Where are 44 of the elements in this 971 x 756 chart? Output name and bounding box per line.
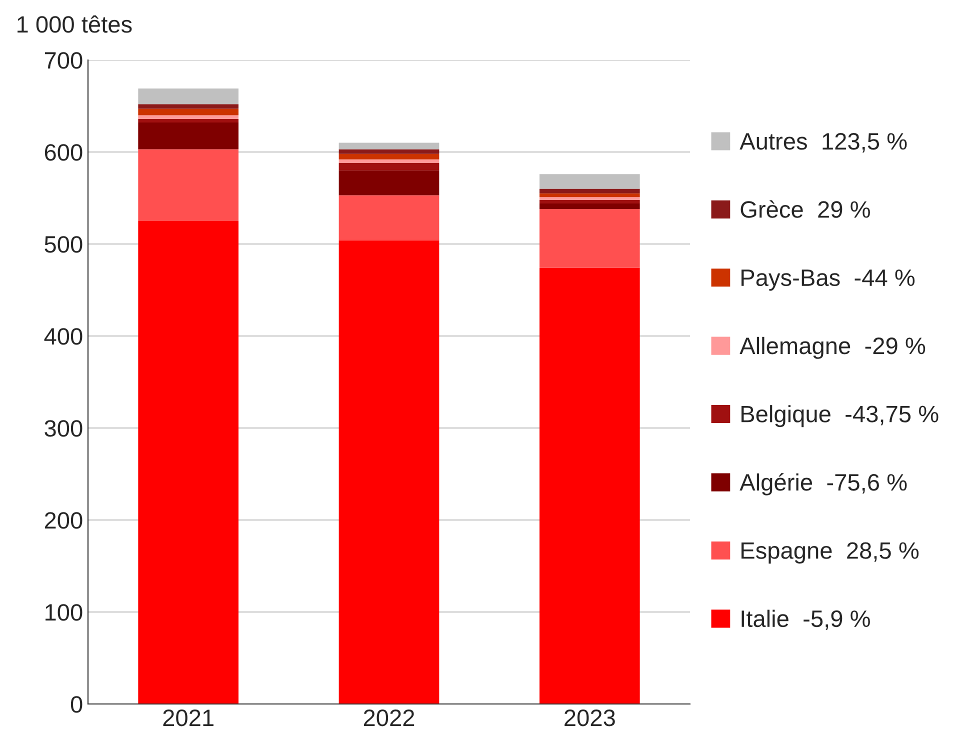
y-tick-label: 100 [46,604,82,621]
legend-label: Italie -5,9 % [742,610,870,630]
y-axis-title: 1 000 têtes [18,15,132,33]
y-tick-label: 200 [44,512,82,529]
bar [138,115,238,119]
bar [338,163,440,170]
bar [138,122,238,150]
legend-label: Belgique -43,75 % [742,405,938,428]
legend-label: Allemagne -29 % [740,336,926,359]
legend-label: Pays-Bas -44 % [742,269,915,291]
bar [540,193,640,198]
bar [540,174,640,189]
x-tick-label: 2021 [163,709,214,726]
bar [540,209,640,268]
bar [338,240,440,704]
x-tick-label: 2022 [364,709,414,726]
bar [138,108,238,116]
x-tick-label: 2023 [564,709,615,726]
legend-label: Grèce 29 % [740,200,870,218]
y-tick-label: 600 [44,144,82,161]
bar [138,118,238,123]
bar [338,170,440,196]
bar [338,149,440,154]
y-tick-label: 300 [44,420,82,437]
bar [540,200,640,204]
bar [138,88,238,104]
bar [540,188,640,194]
y-tick-label: 700 [44,52,82,69]
y-tick-label: 0 [70,696,82,713]
bar [338,142,440,150]
bar [338,154,440,160]
bar [138,149,238,221]
bar [540,268,640,704]
bar [138,221,238,704]
y-tick-label: 400 [44,328,82,345]
bar [138,104,238,109]
y-tick-label: 500 [44,236,82,253]
legend-label: Algérie -75,6 % [740,473,907,496]
bar [338,195,440,240]
bar [540,204,640,210]
bar [338,159,440,164]
bar [540,197,640,200]
legend-label: Espagne 28,5 % [742,542,919,564]
legend-label: Autres 123,5 % [740,132,907,152]
